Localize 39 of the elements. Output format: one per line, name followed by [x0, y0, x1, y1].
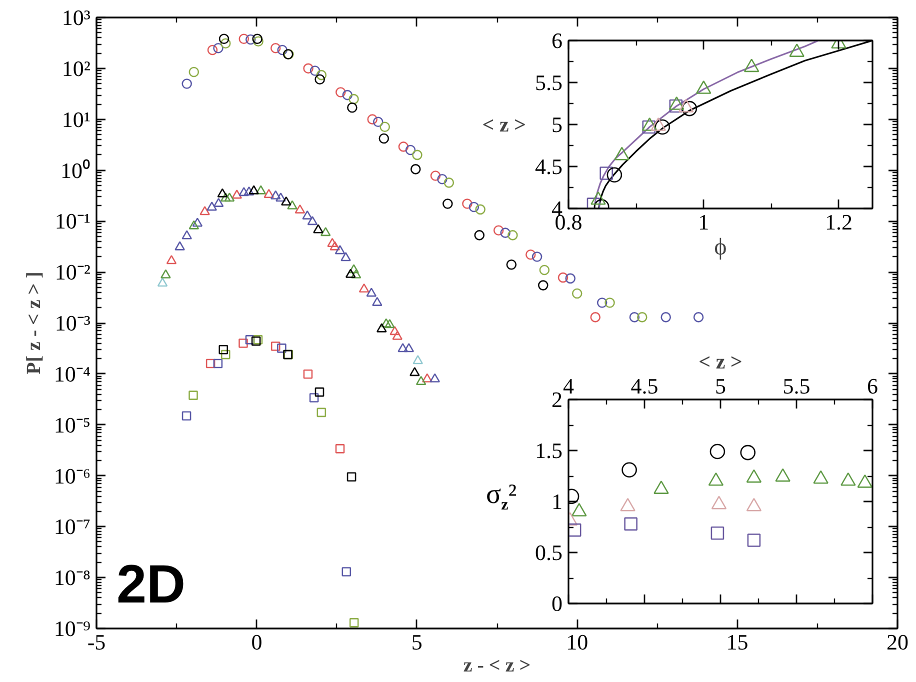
y-tick-label: 6	[552, 28, 562, 53]
y-axis-title: < z >	[482, 112, 526, 136]
y-tick-label: 10⁻⁴	[54, 361, 91, 386]
x-axis-title: z - < z >	[463, 654, 531, 676]
y-tick-label: 1.5	[535, 438, 562, 463]
annotation: 2D	[116, 554, 186, 614]
x-tick-label: 5	[411, 630, 422, 654]
y-tick-label: 10⁻⁵	[54, 412, 90, 438]
x-tick-label: 1.2	[824, 210, 852, 234]
y-tick-label: 10⁻²	[54, 260, 91, 285]
x-axis-title: < z >	[698, 350, 742, 374]
y-tick-label: 10⁻¹	[54, 208, 91, 234]
x-tick-label: 4.5	[630, 374, 658, 398]
y-tick-label: 10⁻⁷	[54, 514, 90, 540]
y-tick-label: 10⁻³	[54, 310, 91, 336]
x-tick-label: 15	[726, 630, 748, 654]
y-tick-label: 10³	[62, 5, 91, 30]
y-tick-label: 5.5	[535, 70, 562, 95]
x-axis-title: ϕ	[714, 234, 727, 260]
y-tick-label: 10⁻⁶	[54, 463, 90, 488]
y-tick-label: 0.5	[535, 540, 562, 565]
y-tick-label: 2	[552, 387, 562, 412]
x-tick-label: 6	[867, 374, 878, 398]
y-tick-label: 10⁰	[60, 158, 90, 183]
x-tick-label: 5.5	[782, 374, 810, 398]
y-axis-title: σ$_{z}$²	[486, 479, 517, 514]
x-tick-label: 1	[698, 210, 710, 234]
y-tick-label: 5	[552, 112, 562, 137]
y-tick-label: 0	[552, 591, 562, 616]
y-tick-label: 10⁻⁸	[54, 565, 90, 590]
y-tick-label: 4.5	[535, 154, 562, 179]
x-tick-label: 20	[886, 630, 908, 654]
y-axis-title: P[ z - < z > ]	[22, 272, 45, 374]
x-tick-label: 10	[566, 630, 588, 654]
x-tick-label: 0	[251, 630, 262, 654]
y-tick-label: 1	[552, 489, 562, 514]
x-tick-label: 5	[715, 374, 726, 398]
y-tick-label: 10¹	[62, 106, 91, 132]
y-tick-label: 10²	[62, 56, 91, 81]
